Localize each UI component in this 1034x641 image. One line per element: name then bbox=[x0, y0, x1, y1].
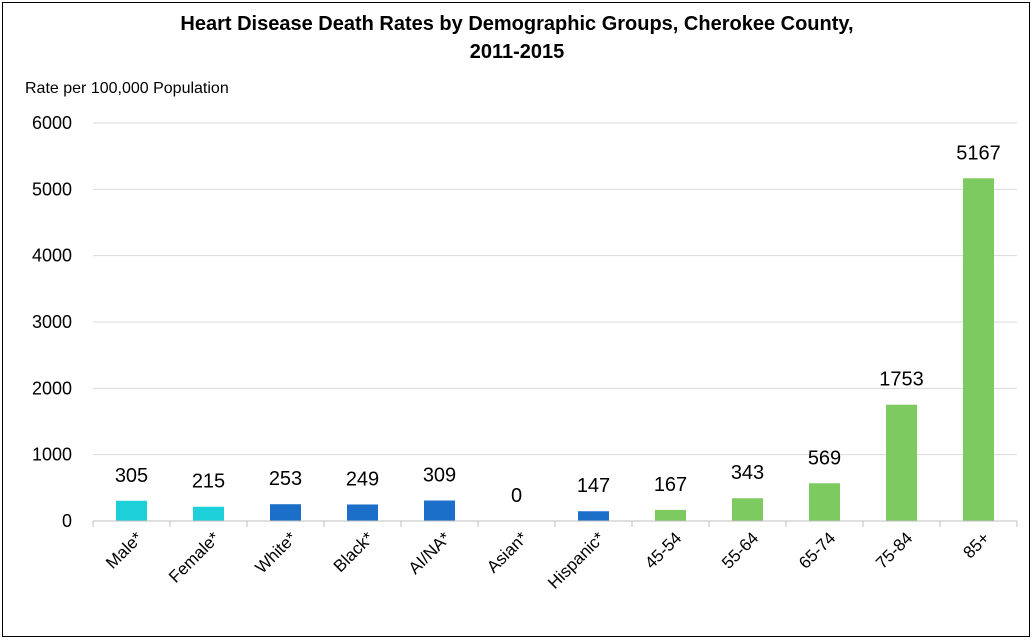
y-tick-label: 0 bbox=[62, 511, 72, 531]
x-tick-label: 75-84 bbox=[872, 528, 916, 572]
y-tick-label: 3000 bbox=[32, 312, 72, 332]
bar bbox=[732, 498, 763, 521]
y-tick-label: 4000 bbox=[32, 246, 72, 266]
data-label: 5167 bbox=[956, 142, 1001, 164]
bar bbox=[886, 404, 917, 521]
data-label: 167 bbox=[654, 474, 687, 496]
chart-title: Heart Disease Death Rates by Demographic… bbox=[0, 10, 1034, 66]
x-axis bbox=[92, 520, 1018, 527]
x-tick-label: Male* bbox=[102, 528, 146, 572]
gridlines bbox=[93, 122, 1017, 456]
data-label: 147 bbox=[577, 475, 610, 497]
x-tick-label: 45-54 bbox=[641, 528, 685, 572]
chart-title-line1: Heart Disease Death Rates by Demographic… bbox=[180, 13, 854, 35]
x-tick-label: AI/NA* bbox=[405, 528, 455, 578]
y-tick-label: 1000 bbox=[32, 445, 72, 465]
bar bbox=[116, 500, 147, 521]
bar bbox=[809, 483, 840, 521]
bar bbox=[578, 511, 609, 521]
data-label: 253 bbox=[269, 468, 302, 490]
chart-title-line2: 2011-2015 bbox=[469, 41, 565, 63]
bars bbox=[116, 178, 994, 521]
x-tick-label: White* bbox=[251, 528, 300, 577]
x-tick-label: 85+ bbox=[959, 528, 993, 562]
data-label: 569 bbox=[808, 447, 841, 469]
x-tick-label: Black* bbox=[330, 528, 378, 576]
data-label: 1753 bbox=[879, 369, 924, 391]
bar bbox=[347, 504, 378, 521]
x-tick-labels: Male* Female* White* Black* AI/NA* Asian* Hisp… bbox=[102, 528, 993, 592]
data-label: 249 bbox=[346, 468, 379, 490]
bar bbox=[655, 509, 686, 521]
x-tick-label: Asian* bbox=[483, 528, 531, 576]
bar bbox=[424, 500, 455, 521]
y-axis-label: Rate per 100,000 Population bbox=[25, 80, 229, 97]
x-tick-label: Female* bbox=[165, 528, 223, 586]
data-label: 305 bbox=[115, 465, 148, 487]
y-tick-label: 6000 bbox=[32, 113, 72, 133]
bar bbox=[193, 506, 224, 521]
x-tick-label: 55-64 bbox=[718, 528, 762, 572]
data-label: 309 bbox=[423, 465, 456, 487]
bar bbox=[270, 504, 301, 521]
data-labels: 305 215 253 249 309 0 147 167 343 569 1753 5167 bbox=[115, 142, 1001, 507]
data-label: 215 bbox=[192, 471, 225, 493]
x-tick-label: 65-74 bbox=[795, 528, 839, 572]
y-tick-label: 5000 bbox=[32, 179, 72, 199]
y-tick-label: 2000 bbox=[32, 378, 72, 398]
y-tick-labels: 0 1000 2000 3000 4000 5000 6000 bbox=[32, 113, 72, 531]
data-label: 0 bbox=[511, 485, 522, 507]
bar bbox=[963, 178, 994, 521]
data-label: 343 bbox=[731, 462, 764, 484]
x-tick-label: Hispanic* bbox=[544, 528, 608, 592]
